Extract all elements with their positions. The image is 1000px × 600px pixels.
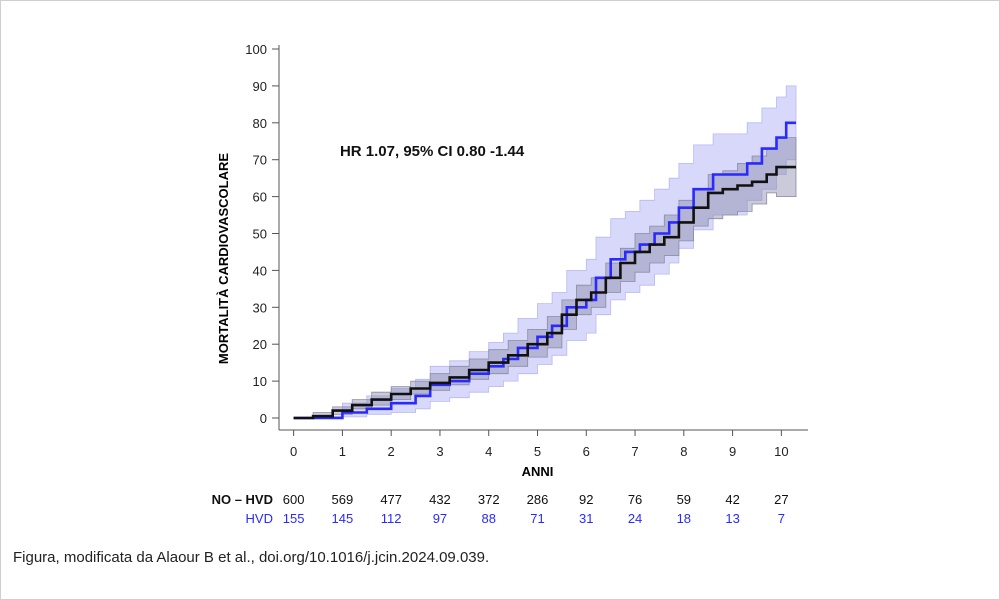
y-tick-label: 0 (260, 411, 267, 426)
risk-value: 59 (677, 492, 691, 507)
y-tick-label: 20 (253, 337, 267, 352)
y-tick-label: 60 (253, 190, 267, 205)
ci-band-no-hvd (293, 137, 797, 419)
risk-row-label: NO – HVD (212, 492, 273, 507)
y-tick-label: 100 (245, 42, 267, 57)
risk-value: 112 (381, 511, 402, 526)
risk-value: 13 (725, 511, 739, 526)
risk-value: 71 (530, 511, 544, 526)
risk-table: NO – HVD 600 569 477 432 372 286 92 76 59 42 27 HVD 1… (212, 492, 789, 526)
axes: 0 10 20 30 40 50 60 70 80 90 100 0 1 2 3 4 5 6 7 8 9 10 (245, 42, 808, 459)
x-tick-label: 2 (388, 444, 395, 459)
y-tick-label: 10 (253, 374, 267, 389)
x-tick-label: 8 (680, 444, 687, 459)
risk-row-label: HVD (246, 511, 273, 526)
plot-area (293, 85, 797, 420)
y-tick-label: 30 (253, 300, 267, 315)
risk-value: 286 (527, 492, 549, 507)
risk-value: 372 (478, 492, 500, 507)
y-tick-label: 50 (253, 227, 267, 242)
x-tick-label: 4 (485, 444, 492, 459)
risk-value: 76 (628, 492, 642, 507)
risk-value: 92 (579, 492, 593, 507)
risk-value: 7 (778, 511, 785, 526)
risk-value: 42 (725, 492, 739, 507)
risk-value: 88 (481, 511, 495, 526)
y-tick-label: 70 (253, 153, 267, 168)
x-tick-label: 6 (583, 444, 590, 459)
figure-caption: Figura, modificata da Alaour B et al., d… (13, 549, 490, 566)
x-axis-title: ANNI (522, 464, 554, 479)
series-line-no-hvd (293, 165, 796, 420)
x-tick-label: 3 (436, 444, 443, 459)
series-line-hvd (293, 121, 796, 420)
risk-value: 145 (332, 511, 354, 526)
risk-value: 155 (283, 511, 305, 526)
y-tick-label: 90 (253, 79, 267, 94)
y-tick-label: 80 (253, 116, 267, 131)
risk-value: 27 (774, 492, 788, 507)
risk-value: 600 (283, 492, 305, 507)
x-tick-label: 1 (339, 444, 346, 459)
x-tick-label: 7 (631, 444, 638, 459)
risk-value: 569 (332, 492, 354, 507)
hr-annotation: HR 1.07, 95% CI 0.80 -1.44 (340, 143, 525, 160)
x-tick-label: 10 (774, 444, 788, 459)
ci-band-hvd (293, 85, 797, 419)
x-tick-label: 0 (290, 444, 297, 459)
x-tick-label: 9 (729, 444, 736, 459)
risk-value: 24 (628, 511, 642, 526)
y-tick-label: 40 (253, 263, 267, 278)
risk-value: 97 (433, 511, 447, 526)
risk-value: 18 (677, 511, 691, 526)
risk-value: 477 (380, 492, 402, 507)
x-tick-label: 5 (534, 444, 541, 459)
risk-value: 31 (579, 511, 593, 526)
risk-value: 432 (429, 492, 451, 507)
y-axis-title: MORTALITÀ CARDIOVASCOLARE (216, 153, 231, 364)
